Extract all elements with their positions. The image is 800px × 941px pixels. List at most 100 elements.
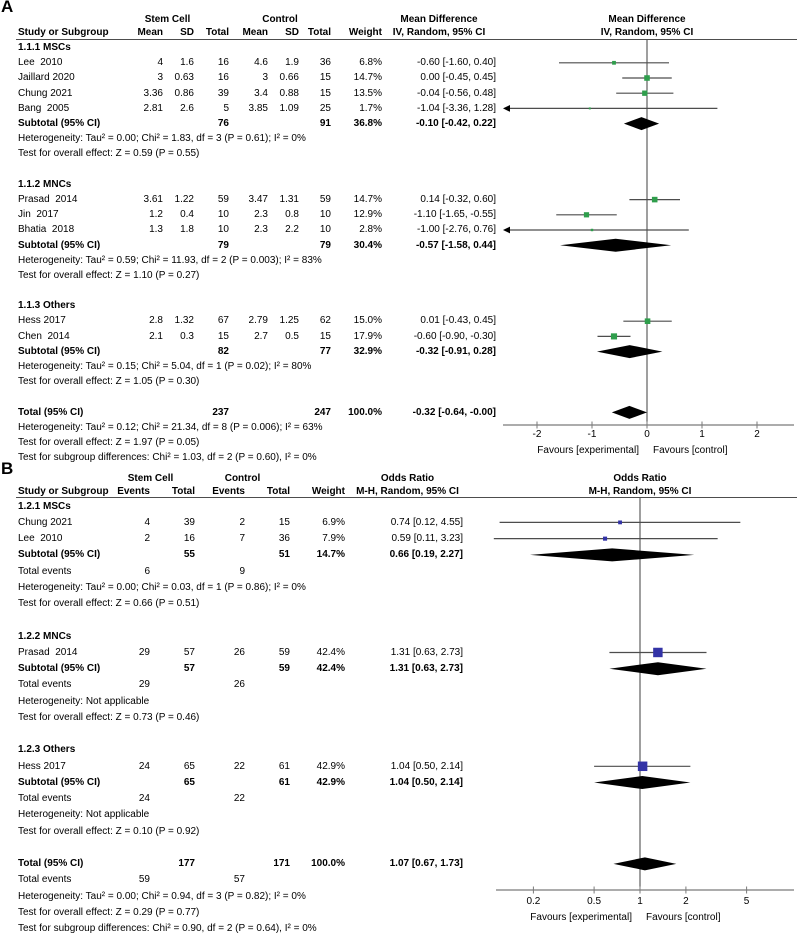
- subtotal-row: Subtotal (95% CI) 82 77 32.9% -0.32 [-0.91, …: [18, 344, 496, 359]
- panel-label: A: [1, 0, 14, 16]
- column-header: Total: [266, 486, 290, 497]
- row-text: Test for overall effect: Z = 1.05 (P = 0…: [18, 376, 200, 388]
- row-text: Test for subgroup differences: Chi² = 0.…: [18, 923, 317, 935]
- study-row: Lee 2010 4 1.6 16 4.6 1.9 36 6.8% -0.60 [-1.60, …: [18, 55, 496, 70]
- value-cell: 0.66 [0.19, 2.27]: [389, 549, 463, 561]
- value-cell: 0.86: [174, 87, 194, 99]
- value-cell: 12.9%: [353, 209, 382, 221]
- value-cell: 57: [183, 663, 195, 675]
- value-cell: 0.01 [-0.43, 0.45]: [420, 315, 496, 327]
- row-text: Test for overall effect: Z = 0.73 (P = 0…: [18, 711, 200, 723]
- study-label-cell: Bhatia 2018: [18, 224, 75, 236]
- value-cell: 9: [239, 565, 245, 577]
- value-cell: 15: [217, 330, 229, 342]
- value-cell: 13.5%: [353, 87, 382, 99]
- value-cell: 22: [233, 793, 245, 805]
- stats-row: Test for overall effect: Z = 0.73 (P = 0…: [18, 709, 480, 725]
- panel-a: A Mean Difference IV, Random, 95% CI -2-…: [0, 0, 800, 464]
- row-text: Test for overall effect: Z = 0.59 (P = 0…: [18, 148, 200, 160]
- effect-marker: [651, 196, 658, 203]
- stats-row: Test for overall effect: Z = 1.10 (P = 0…: [18, 268, 496, 283]
- value-cell: -0.32 [-0.64, -0.00]: [412, 406, 496, 418]
- study-label-cell: Subtotal (95% CI): [18, 776, 101, 788]
- row-text: 1.2.3 Others: [18, 744, 76, 756]
- stats-row: Test for overall effect: Z = 0.59 (P = 0…: [18, 146, 496, 161]
- subgroup-label-row: 1.1.1 MSCs: [18, 40, 496, 55]
- value-cell: 0.88: [279, 87, 299, 99]
- pooled-diamond: [596, 345, 663, 359]
- row-text: Heterogeneity: Tau² = 0.00; Chi² = 1.83,…: [18, 133, 306, 145]
- table-group-header: Stem Cell Control Mean Difference: [18, 13, 496, 26]
- stats-row: Test for overall effect: Z = 0.29 (P = 0…: [18, 904, 480, 920]
- row-text: 1.2.2 MNCs: [18, 630, 72, 642]
- value-cell: 61: [278, 776, 290, 788]
- blank-row: [18, 839, 480, 855]
- effect-marker: [618, 520, 622, 525]
- value-cell: 1.07 [0.67, 1.73]: [389, 858, 463, 870]
- study-label-cell: Subtotal (95% CI): [18, 239, 101, 251]
- subgroup-label-row: 1.1.3 Others: [18, 298, 496, 313]
- value-cell: 10: [217, 224, 229, 236]
- total-events-row: Total events 6 9: [18, 563, 480, 579]
- pooled-diamond: [609, 662, 707, 676]
- value-cell: 14.7%: [316, 549, 345, 561]
- value-cell: -0.04 [-0.56, 0.48]: [417, 87, 496, 99]
- value-cell: 79: [217, 239, 229, 251]
- total-row: Total (95% CI) 177 171 100.0% 1.07 [0.67, 1.…: [18, 856, 480, 872]
- header-underline: [16, 497, 797, 499]
- column-group-label: Stem Cell: [144, 14, 191, 25]
- value-cell: 76: [217, 118, 229, 130]
- study-row: Lee 2010 2 16 7 36 7.9% 0.59 [0.11, 3.23]: [18, 531, 480, 547]
- value-cell: 10: [319, 224, 331, 236]
- blank-row: [18, 283, 496, 298]
- value-cell: 237: [212, 406, 229, 418]
- value-cell: 29: [138, 646, 150, 658]
- study-label-cell: Chung 2021: [18, 87, 73, 99]
- value-cell: 82: [217, 345, 229, 357]
- value-cell: 67: [217, 315, 229, 327]
- blank-row: [18, 162, 496, 177]
- value-cell: 6.9%: [322, 516, 345, 528]
- table-body: 1.2.1 MSCs Chung 2021 4 39 2 15 6.9% 0.74 [0.12…: [18, 498, 480, 937]
- value-cell: 0.4: [180, 209, 194, 221]
- value-cell: 3.85: [248, 102, 268, 114]
- study-label-cell: Subtotal (95% CI): [18, 118, 101, 130]
- row-text: Heterogeneity: Tau² = 0.15; Chi² = 5.04,…: [18, 361, 312, 373]
- study-label-cell: Total events: [18, 874, 72, 886]
- value-cell: 0.14 [-0.32, 0.60]: [420, 193, 496, 205]
- row-text: 1.1.1 MSCs: [18, 42, 71, 54]
- column-header: Mean: [242, 27, 268, 38]
- stats-row: Heterogeneity: Tau² = 0.15; Chi² = 5.04,…: [18, 359, 496, 374]
- total-events-row: Total events 24 22: [18, 791, 480, 807]
- row-text: Test for subgroup differences: Chi² = 1.…: [18, 452, 317, 464]
- column-header: Study or Subgroup: [18, 27, 109, 38]
- value-cell: 51: [278, 549, 290, 561]
- row-text: 1.2.1 MSCs: [18, 500, 71, 512]
- favours-right-label: Favours [control]: [646, 912, 721, 923]
- value-cell: 59: [278, 646, 290, 658]
- value-cell: 77: [319, 345, 331, 357]
- blank-row: [18, 612, 480, 628]
- value-cell: 2.81: [143, 102, 163, 114]
- panel-label: B: [1, 459, 14, 478]
- value-cell: 1.25: [279, 315, 299, 327]
- value-cell: 171: [273, 858, 290, 870]
- value-cell: 0.59 [0.11, 3.23]: [391, 533, 463, 545]
- value-cell: 1.6: [180, 57, 194, 69]
- study-row: Jin 2017 1.2 0.4 10 2.3 0.8 10 12.9% -1.10 [-1.6…: [18, 207, 496, 222]
- column-header: Mean: [137, 27, 163, 38]
- stats-row: Heterogeneity: Tau² = 0.59; Chi² = 11.93…: [18, 253, 496, 268]
- value-cell: 100.0%: [348, 406, 382, 418]
- axis-tick-label: 2: [754, 429, 760, 440]
- value-cell: 15.0%: [353, 315, 382, 327]
- value-cell: 2.79: [248, 315, 268, 327]
- value-cell: 62: [319, 315, 331, 327]
- row-text: Heterogeneity: Tau² = 0.59; Chi² = 11.93…: [18, 254, 322, 266]
- table-column-header: Study or Subgroup Mean SD Total Mean SD Total W…: [18, 26, 496, 39]
- row-text: Heterogeneity: Tau² = 0.12; Chi² = 21.34…: [18, 421, 323, 433]
- stats-row: Test for overall effect: Z = 1.97 (P = 0…: [18, 435, 496, 450]
- stats-row: Test for subgroup differences: Chi² = 0.…: [18, 921, 480, 937]
- value-cell: 10: [319, 209, 331, 221]
- forest-plot-canvas: 0.2 0.5 1 2 5 Favours [experimental] Favours […: [493, 498, 794, 923]
